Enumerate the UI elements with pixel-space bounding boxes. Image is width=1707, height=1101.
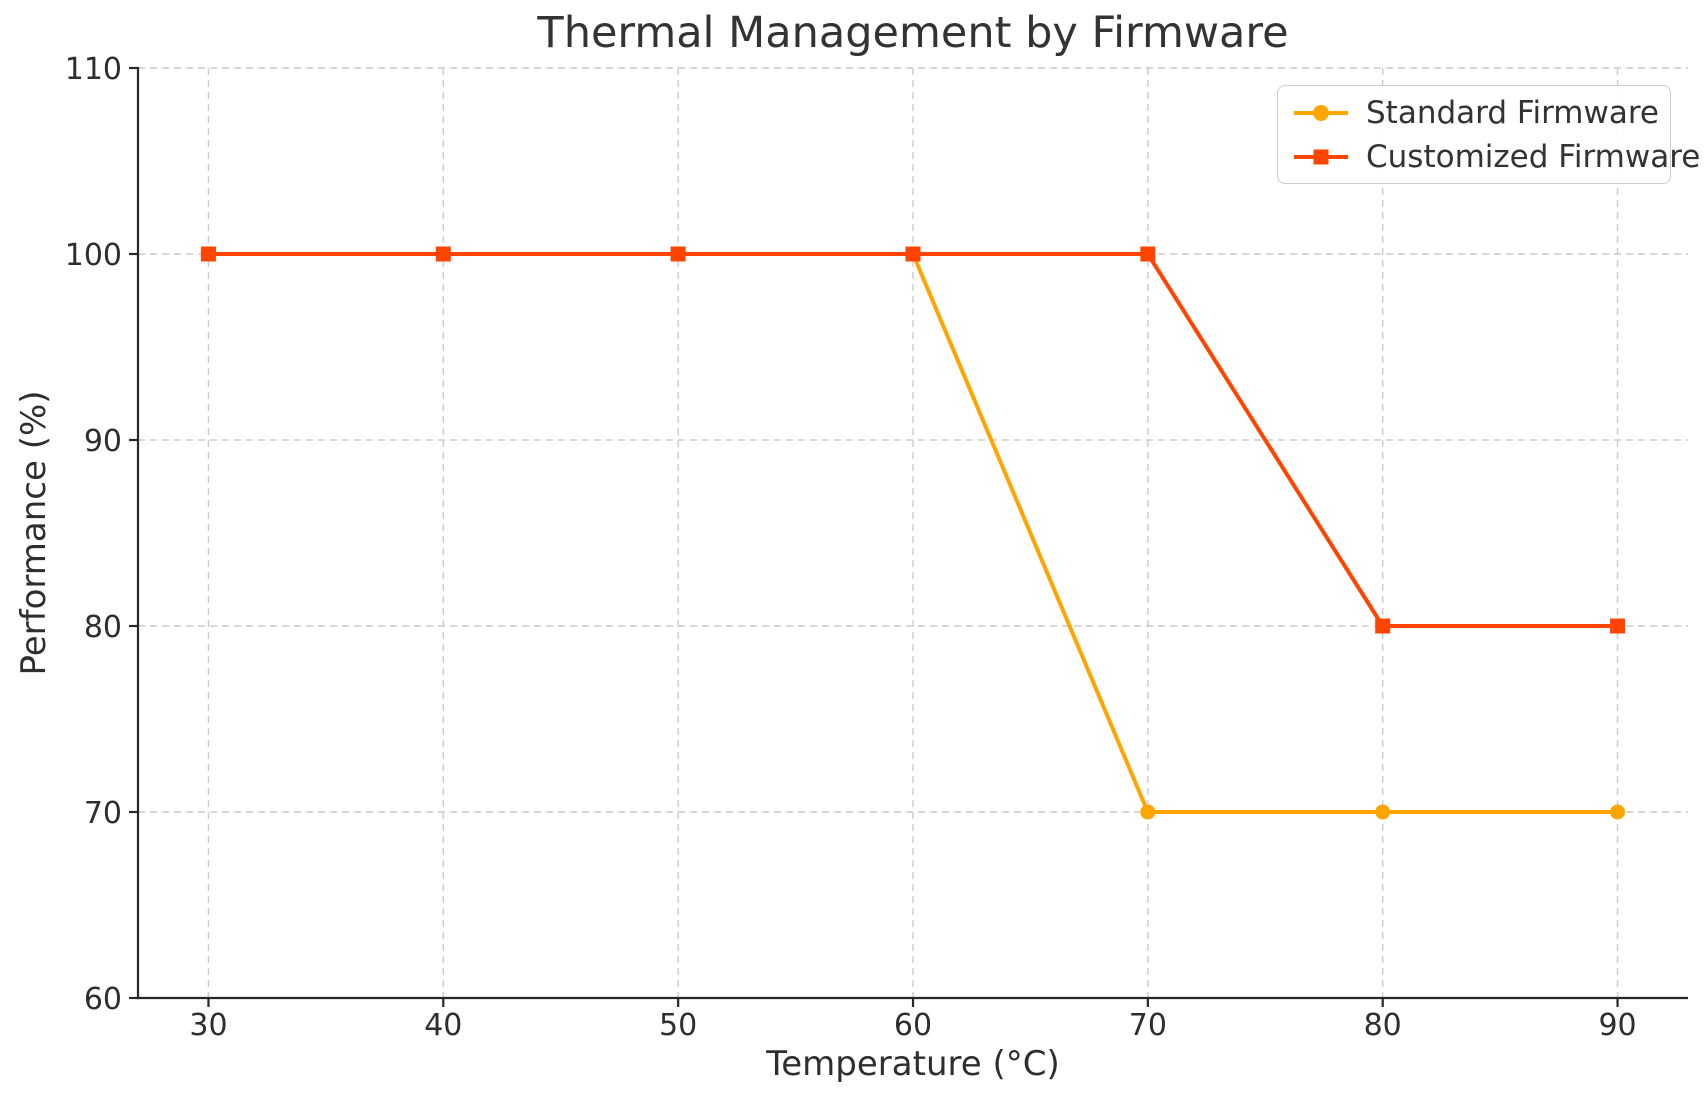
y-axis-label: Performance (%) <box>14 390 54 676</box>
x-tick-label: 60 <box>894 1008 932 1043</box>
y-tick-label: 110 <box>65 52 122 87</box>
marker-square-customized-firmware <box>1140 246 1156 262</box>
square-marker-icon <box>1313 149 1329 164</box>
marker-square-customized-firmware <box>670 246 686 262</box>
legend-item-customized-firmware: Customized Firmware <box>1292 137 1700 177</box>
marker-square-customized-firmware <box>435 246 451 262</box>
chart-title: Thermal Management by Firmware <box>537 8 1289 58</box>
y-tick-label: 70 <box>84 796 122 831</box>
circle-marker-icon <box>1313 104 1329 121</box>
marker-square-customized-firmware <box>1610 618 1626 634</box>
legend-label-customized-firmware: Customized Firmware <box>1366 138 1701 175</box>
legend-sample-customized-firmware <box>1294 149 1348 164</box>
x-axis-label: Temperature (°C) <box>766 1044 1060 1084</box>
legend-item-standard-firmware: Standard Firmware <box>1292 93 1659 133</box>
marker-circle-standard-firmware <box>1140 804 1156 820</box>
y-tick-label: 100 <box>65 238 122 273</box>
marker-square-customized-firmware <box>1375 618 1391 634</box>
x-tick-label: 80 <box>1364 1008 1402 1043</box>
marker-square-customized-firmware <box>905 246 921 262</box>
x-tick-label: 90 <box>1598 1008 1636 1043</box>
legend-sample-standard-firmware <box>1294 104 1348 121</box>
marker-circle-standard-firmware <box>1610 804 1626 820</box>
marker-square-customized-firmware <box>200 246 216 262</box>
x-tick-label: 40 <box>424 1008 462 1043</box>
x-tick-label: 70 <box>1129 1008 1167 1043</box>
legend-label-standard-firmware: Standard Firmware <box>1366 94 1659 131</box>
legend: Standard Firmware Customized Firmware <box>1277 85 1700 184</box>
y-tick-label: 90 <box>84 424 122 459</box>
y-tick-label: 60 <box>84 982 122 1017</box>
marker-circle-standard-firmware <box>1375 804 1391 820</box>
x-tick-label: 30 <box>189 1008 227 1043</box>
y-tick-label: 80 <box>84 610 122 645</box>
x-tick-label: 50 <box>659 1008 697 1043</box>
